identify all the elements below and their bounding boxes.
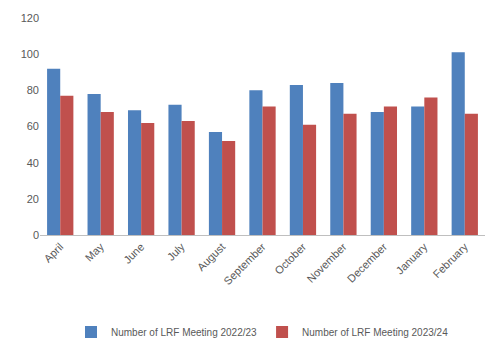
svg-text:July: July <box>165 240 188 263</box>
svg-text:100: 100 <box>21 48 39 60</box>
svg-text:20: 20 <box>27 193 39 205</box>
svg-text:May: May <box>83 240 107 264</box>
svg-text:January: January <box>393 240 430 277</box>
svg-text:Number of LRF Meeting 2023/24: Number of LRF Meeting 2023/24 <box>302 327 448 338</box>
svg-text:September: September <box>221 240 268 287</box>
svg-text:December: December <box>345 240 390 285</box>
svg-text:August: August <box>195 241 228 274</box>
svg-text:40: 40 <box>27 157 39 169</box>
svg-text:80: 80 <box>27 84 39 96</box>
svg-text:June: June <box>121 241 146 266</box>
svg-text:February: February <box>430 240 470 280</box>
svg-text:April: April <box>41 241 65 265</box>
svg-text:November: November <box>304 240 349 285</box>
svg-text:0: 0 <box>33 229 39 241</box>
svg-text:120: 120 <box>21 12 39 24</box>
svg-text:Number of LRF Meeting 2022/23: Number of LRF Meeting 2022/23 <box>111 327 257 338</box>
svg-text:60: 60 <box>27 120 39 132</box>
svg-text:October: October <box>272 240 308 276</box>
